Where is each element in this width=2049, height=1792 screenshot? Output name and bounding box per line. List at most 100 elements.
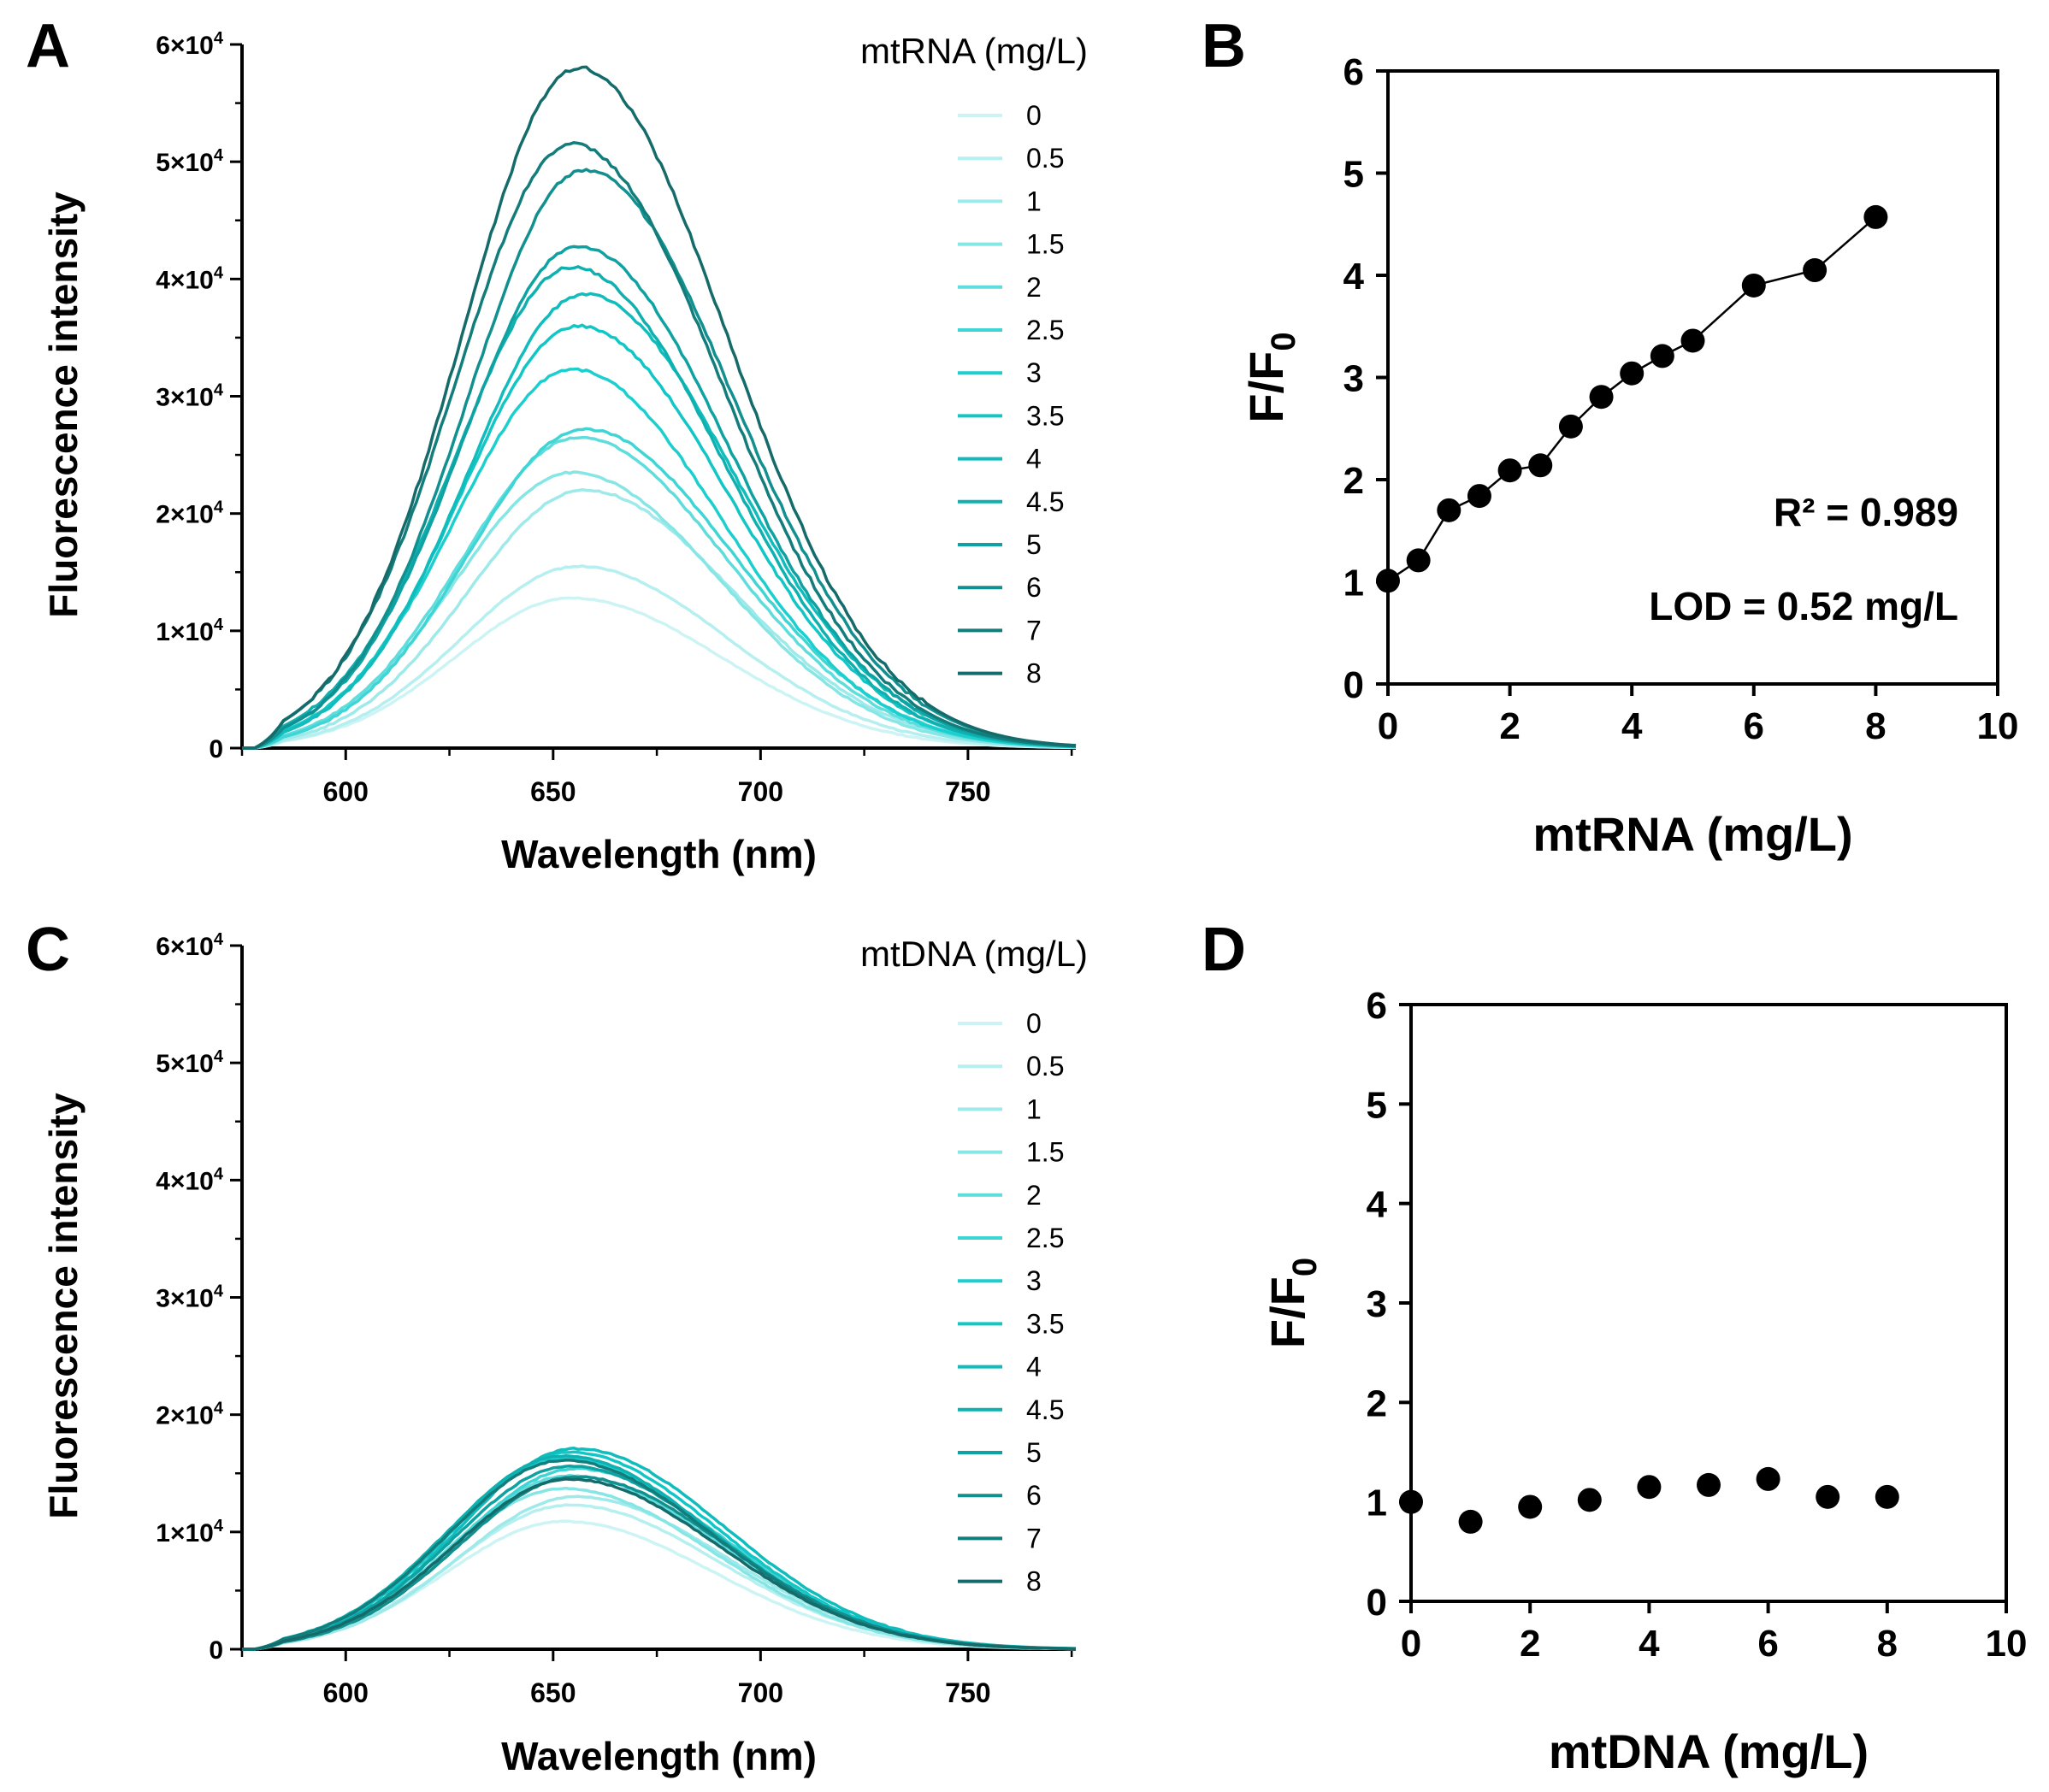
spectrum-curve-0-5	[242, 1503, 1077, 1651]
x-tick-label: 4	[1621, 705, 1643, 747]
panel-letter: A	[26, 12, 70, 80]
r-squared-annotation: R² = 0.989	[1774, 490, 1958, 534]
x-tick-label: 600	[323, 1677, 369, 1708]
spectrum-curve-1-5	[242, 470, 1077, 750]
y-tick-label: 1	[1367, 1483, 1387, 1524]
y-tick-label: 3×104	[156, 381, 224, 412]
legend-label: 1.5	[1026, 229, 1064, 260]
y-tick-label: 3	[1343, 358, 1364, 400]
y-tick-label: 3×104	[156, 1282, 224, 1313]
data-point	[1458, 1509, 1483, 1534]
x-tick-label: 8	[1865, 705, 1886, 747]
data-point	[1376, 569, 1400, 593]
data-point	[1406, 548, 1431, 573]
spectrum-curve-6	[242, 1475, 1077, 1651]
data-point	[1497, 458, 1522, 483]
spectrum-curve-0-5	[242, 564, 1077, 750]
legend-label: 8	[1026, 1566, 1042, 1597]
y-tick-label: 2	[1343, 460, 1364, 502]
y-axis-title: Fluorescence intensity	[41, 1093, 86, 1519]
legend-label: 3.5	[1026, 400, 1064, 431]
y-tick-label: 4	[1367, 1184, 1388, 1226]
legend-label: 4	[1026, 444, 1042, 475]
data-point	[1467, 484, 1491, 509]
y-tick-label: 6×104	[156, 930, 224, 961]
panel-letter: B	[1202, 12, 1246, 80]
panel-b-calibration-mtrna: B 0 1 2 3 4 5 6 0 2 4 6 8 10 mtRNA (mg/L) F/F0 R² = 0.98…	[1202, 12, 2018, 861]
y-tick-label: 5×104	[156, 1047, 224, 1078]
spectrum-curve-8	[242, 65, 1077, 750]
x-tick-label: 650	[530, 776, 576, 807]
x-tick-label: 700	[738, 1677, 783, 1708]
panel-letter: C	[26, 916, 70, 984]
spectrum-curve-7	[242, 141, 1077, 750]
y-tick-label: 6	[1343, 51, 1364, 93]
legend-label: 2	[1026, 272, 1042, 303]
x-axis-title: mtRNA (mg/L)	[1532, 807, 1852, 861]
data-point	[1680, 328, 1705, 353]
x-tick-label: 4	[1639, 1623, 1660, 1665]
x-tick-label: 650	[530, 1677, 576, 1708]
legend-label: 4	[1026, 1352, 1042, 1382]
y-tick-label: 5	[1343, 154, 1364, 196]
x-tick-label: 2	[1499, 705, 1520, 747]
legend-label: 1	[1026, 186, 1042, 216]
x-tick-label: 6	[1744, 705, 1764, 747]
legend-label: 3	[1026, 357, 1042, 388]
spectrum-curve-7	[242, 1459, 1077, 1651]
x-axis-title: mtDNA (mg/L)	[1549, 1724, 1869, 1778]
legend-label: 5	[1026, 529, 1042, 560]
y-tick-label: 5	[1367, 1084, 1387, 1126]
y-tick-label: 4×104	[156, 263, 224, 294]
spectrum-curve-5	[242, 245, 1077, 750]
legend-label: 2	[1026, 1180, 1042, 1211]
y-tick-label: 3	[1367, 1283, 1387, 1325]
y-axis-title: Fluorescence intensity	[41, 192, 86, 618]
legend-label: 3	[1026, 1265, 1042, 1296]
y-tick-label: 2	[1367, 1382, 1387, 1424]
legend-title: mtDNA (mg/L)	[860, 934, 1088, 974]
data-point	[1437, 498, 1461, 522]
spectrum-curve-6	[242, 168, 1077, 750]
x-tick-label: 750	[945, 1677, 990, 1708]
spectrum-curve-0	[242, 1519, 1077, 1651]
panel-letter: D	[1202, 916, 1246, 984]
legend-label: 6	[1026, 572, 1042, 603]
legend-label: 4.5	[1026, 486, 1064, 517]
spectrum-curve-4-5	[242, 265, 1077, 750]
data-point	[1803, 258, 1828, 283]
data-point	[1399, 1489, 1423, 1514]
plot-frame	[1409, 1003, 2008, 1603]
x-tick-label: 2	[1520, 1623, 1540, 1665]
data-point	[1558, 414, 1583, 439]
legend-label: 8	[1026, 658, 1042, 689]
y-tick-label: 0	[1343, 664, 1364, 706]
legend-label: 6	[1026, 1480, 1042, 1511]
spectrum-curve-0	[242, 596, 1076, 750]
data-point	[1528, 453, 1553, 478]
y-axis-title: F/F0	[1239, 332, 1302, 422]
lod-annotation: LOD = 0.52 mg/L	[1649, 584, 1958, 628]
legend-label: 0	[1026, 1008, 1042, 1039]
x-axis-title: Wavelength (nm)	[501, 1734, 817, 1778]
x-tick-label: 750	[945, 776, 990, 807]
y-tick-label: 2×104	[156, 1400, 224, 1430]
y-tick-label: 1×104	[156, 616, 224, 646]
legend-label: 2.5	[1026, 1223, 1064, 1253]
data-point	[1620, 361, 1645, 386]
legend-label: 5	[1026, 1437, 1042, 1468]
legend-label: 0.5	[1026, 143, 1064, 174]
spectrum-curve-8	[242, 1477, 1077, 1651]
y-tick-label: 0	[209, 735, 223, 763]
x-tick-label: 6	[1757, 1623, 1778, 1665]
y-tick-label: 0	[1367, 1582, 1387, 1624]
legend-label: 7	[1026, 615, 1042, 645]
data-point	[1756, 1466, 1780, 1491]
spectrum-curve-2	[242, 435, 1077, 750]
legend-label: 1	[1026, 1093, 1042, 1124]
x-tick-label: 700	[738, 776, 783, 807]
legend-label: 4.5	[1026, 1394, 1064, 1425]
data-point	[1816, 1484, 1840, 1509]
